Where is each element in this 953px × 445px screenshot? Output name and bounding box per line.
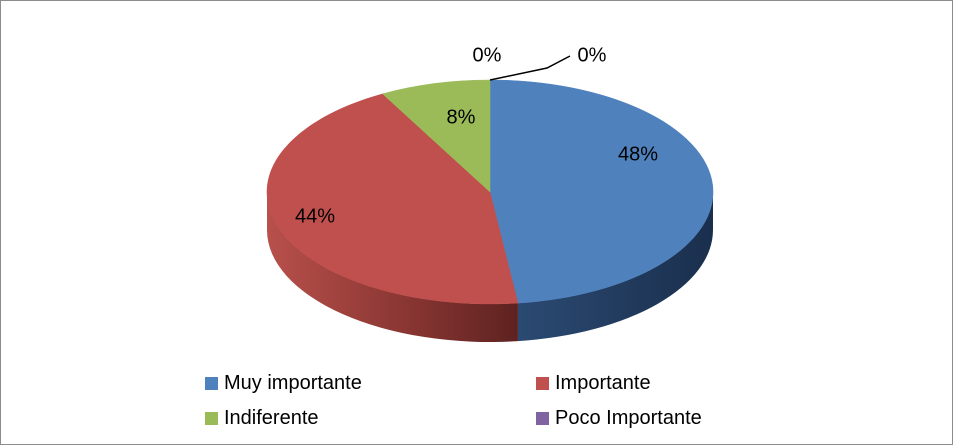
legend-item-indiferente: Indiferente (205, 407, 319, 430)
legend-label-poco-importante: Poco Importante (555, 407, 702, 429)
legend-swatch-muy-importante (205, 377, 218, 390)
leader-line (489, 55, 571, 81)
legend-swatch-importante (536, 377, 549, 390)
legend-label-indiferente: Indiferente (224, 407, 319, 429)
legend-swatch-indiferente (205, 412, 218, 425)
legend-item-poco-importante: Poco Importante (536, 407, 702, 430)
data-label-nada-importante: 0% (578, 44, 607, 66)
data-label-indiferente: 8% (447, 106, 476, 128)
pie-slice-importante (266, 93, 519, 305)
legend-label-importante: Importante (555, 372, 651, 394)
pie-slice-indiferente (382, 79, 491, 193)
data-label-poco-importante: 0% (473, 44, 502, 66)
data-label-importante: 44% (295, 205, 335, 227)
legend-item-importante: Importante (536, 372, 651, 395)
pie-slice-muy-importante (489, 79, 714, 304)
pie-side-muy-importante (517, 192, 713, 342)
legend-swatch-poco-importante (536, 412, 549, 425)
data-label-muy-importante: 48% (618, 143, 658, 165)
legend-item-muy-importante: Muy importante (205, 372, 362, 395)
pie-side-importante (266, 192, 518, 343)
legend-label-muy-importante: Muy importante (224, 372, 362, 394)
